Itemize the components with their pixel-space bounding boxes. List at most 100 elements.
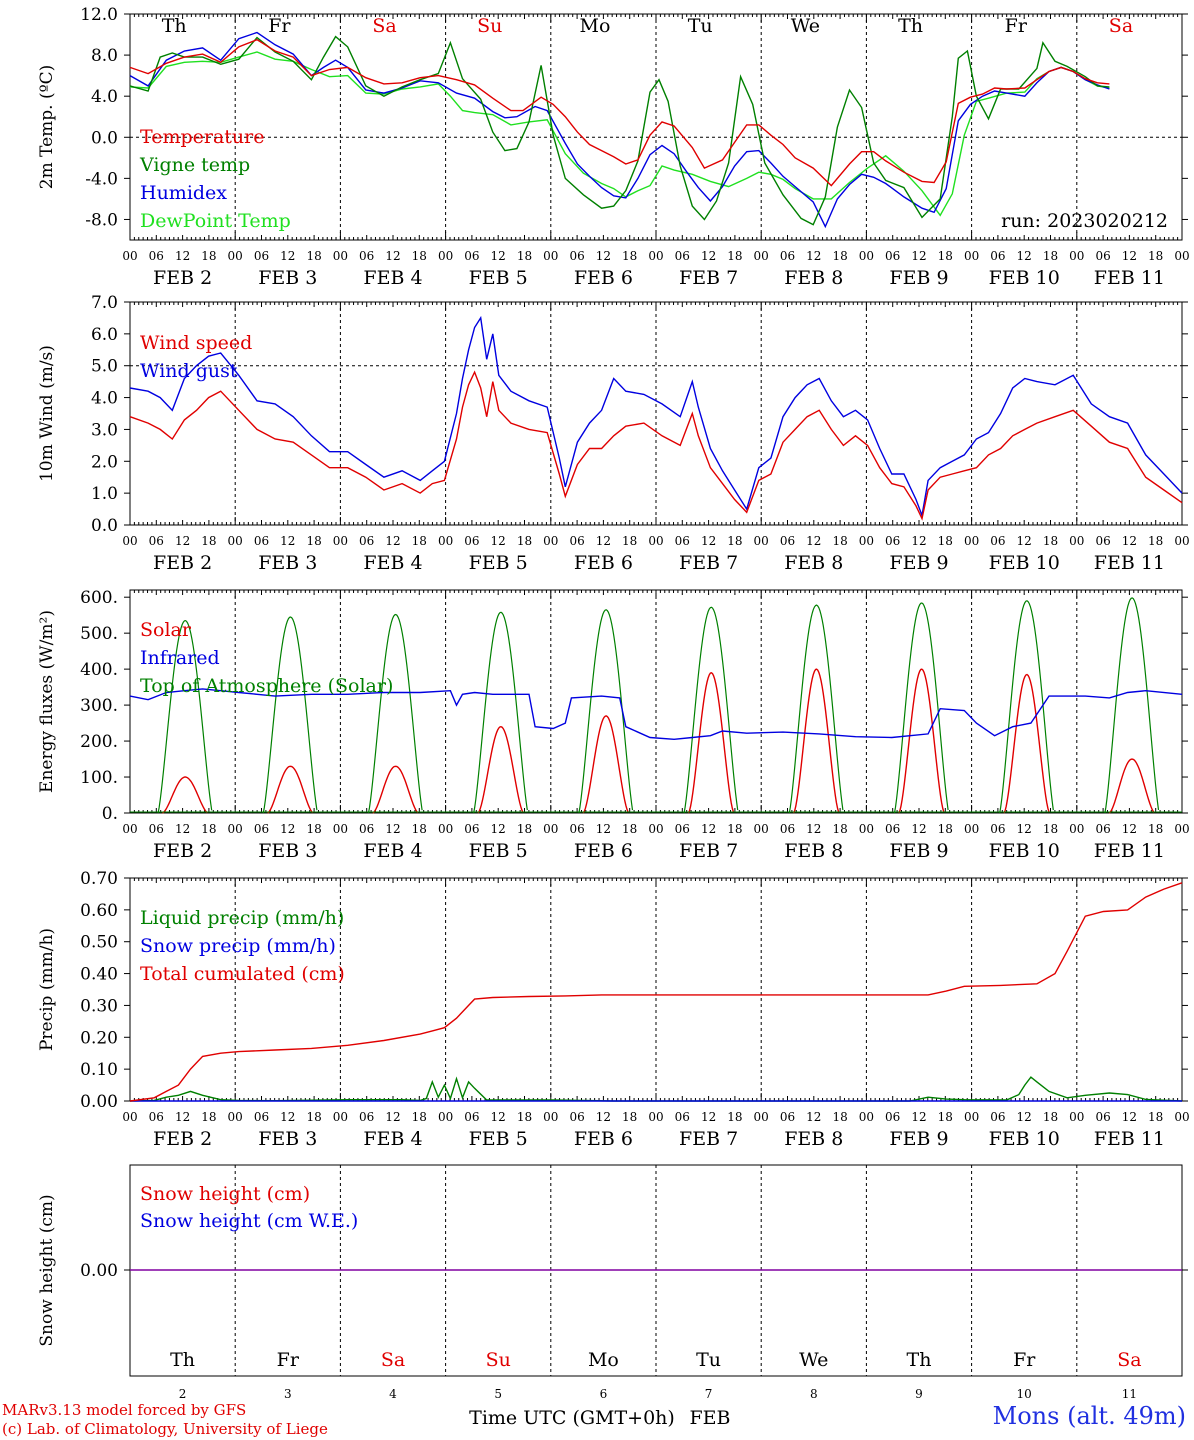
hour-tick-label: 06: [254, 1110, 269, 1124]
hour-tick-label: 00: [754, 534, 769, 548]
series-line: [129, 370, 1183, 521]
hour-tick-label: 06: [254, 249, 269, 263]
date-label: FEB 4: [363, 267, 422, 289]
hour-tick-label: 00: [543, 249, 558, 263]
date-label: FEB 3: [258, 552, 317, 574]
hour-tick-label: 18: [1148, 822, 1163, 836]
hour-tick-label: 12: [1017, 249, 1032, 263]
hour-tick-label: 18: [832, 249, 847, 263]
series-line: [129, 38, 1110, 187]
hour-tick-label: 18: [306, 534, 321, 548]
hour-tick-label: 06: [569, 822, 584, 836]
hour-tick-label: 12: [596, 249, 611, 263]
hour-tick-label: 00: [543, 534, 558, 548]
hour-tick-label: 18: [306, 1110, 321, 1124]
series-line: [129, 35, 1110, 226]
hour-tick-label: 06: [780, 822, 795, 836]
date-label: FEB 10: [989, 840, 1060, 862]
panel-frame: [129, 589, 1183, 814]
hour-tick-label: 00: [964, 1110, 979, 1124]
legend-entry: Infrared: [140, 647, 220, 669]
hour-tick-label: 18: [201, 534, 216, 548]
date-label: FEB 9: [889, 267, 948, 289]
date-label: FEB 6: [574, 1128, 633, 1150]
date-label: FEB 11: [1094, 552, 1165, 574]
date-label: FEB 7: [679, 840, 738, 862]
hour-tick-label: 00: [859, 1110, 874, 1124]
date-label: FEB 5: [469, 552, 528, 574]
date-label: FEB 10: [989, 267, 1060, 289]
toa-solar-line: [367, 613, 423, 814]
weekday-label: Sa: [372, 15, 396, 37]
hour-tick-label: 06: [675, 822, 690, 836]
date-label: FEB 3: [258, 840, 317, 862]
date-label: FEB 5: [469, 1128, 528, 1150]
hour-tick-label: 00: [122, 534, 137, 548]
weekday-label: Su: [477, 15, 502, 37]
hour-tick-label: 06: [359, 822, 374, 836]
solar-line: [792, 668, 840, 814]
legend-entry: Total cumulated (cm): [140, 963, 345, 985]
hour-tick-label: 06: [254, 534, 269, 548]
date-label: FEB 9: [889, 552, 948, 574]
series-line: [129, 51, 1110, 217]
hour-tick-label: 06: [675, 249, 690, 263]
hour-tick-label: 18: [938, 822, 953, 836]
hour-tick-label: 00: [122, 249, 137, 263]
station-location: Mons (alt. 49m): [992, 1402, 1186, 1430]
hour-tick-label: 06: [464, 822, 479, 836]
hour-tick-label: 12: [911, 534, 926, 548]
date-label: FEB 7: [679, 267, 738, 289]
hour-tick-label: 18: [201, 822, 216, 836]
hour-tick-label: 18: [517, 249, 532, 263]
date-label: FEB 2: [153, 267, 212, 289]
y-tick-label: 4.0: [91, 389, 118, 409]
hour-tick-label: 00: [1069, 534, 1084, 548]
y-tick-label: 4.0: [91, 87, 118, 107]
day-number: 8: [810, 1387, 818, 1401]
series-line: [129, 315, 1183, 519]
day-number: 6: [600, 1387, 608, 1401]
toa-solar-line: [893, 602, 949, 814]
hour-tick-label: 06: [1095, 249, 1110, 263]
hour-tick-label: 06: [1095, 822, 1110, 836]
solar-line: [372, 765, 419, 814]
hour-tick-label: 12: [491, 249, 506, 263]
weekday-label: Th: [907, 1349, 932, 1371]
y-tick-label: 8.0: [91, 46, 118, 66]
hour-tick-label: 06: [149, 1110, 164, 1124]
day-number: 10: [1017, 1387, 1032, 1401]
hour-tick-label: 18: [727, 534, 742, 548]
hour-tick-label: 18: [622, 1110, 637, 1124]
hour-tick-label: 18: [412, 249, 427, 263]
y-tick-label: 0.0: [91, 516, 118, 536]
hour-tick-label: 12: [806, 249, 821, 263]
y-tick-label: 2.0: [91, 452, 118, 472]
hour-tick-label: 00: [438, 249, 453, 263]
model-credit: MARv3.13 model forced by GFS: [2, 1401, 247, 1419]
toa-solar-line: [1104, 597, 1160, 814]
hour-tick-label: 18: [201, 249, 216, 263]
hour-tick-label: 00: [1174, 534, 1189, 548]
hour-tick-label: 12: [280, 534, 295, 548]
legend-entry: DewPoint Temp: [140, 210, 291, 232]
hour-tick-label: 06: [675, 534, 690, 548]
hour-tick-label: 00: [1069, 249, 1084, 263]
hour-tick-label: 12: [1122, 822, 1137, 836]
weekday-label: Fr: [268, 15, 291, 37]
legend-entry: Snow height (cm): [140, 1183, 310, 1205]
axis-text: 12.0 8.0 4.0 0.0 -4.0 -8.0 2m Temp. (ºC) 7.0 6.0…: [37, 5, 1190, 1429]
hour-tick-label: 12: [701, 534, 716, 548]
hour-tick-label: 00: [333, 534, 348, 548]
hour-tick-label: 00: [964, 822, 979, 836]
hour-tick-label: 00: [543, 822, 558, 836]
y-axis-label: Energy fluxes (W/m²): [37, 610, 57, 793]
hour-tick-label: 06: [464, 249, 479, 263]
weekday-label: Sa: [381, 1349, 405, 1371]
hour-tick-label: 00: [859, 534, 874, 548]
hour-tick-label: 18: [622, 534, 637, 548]
date-label: FEB 6: [574, 267, 633, 289]
hour-tick-label: 06: [885, 249, 900, 263]
y-tick-label: 100.: [80, 768, 118, 788]
hour-tick-label: 12: [806, 822, 821, 836]
